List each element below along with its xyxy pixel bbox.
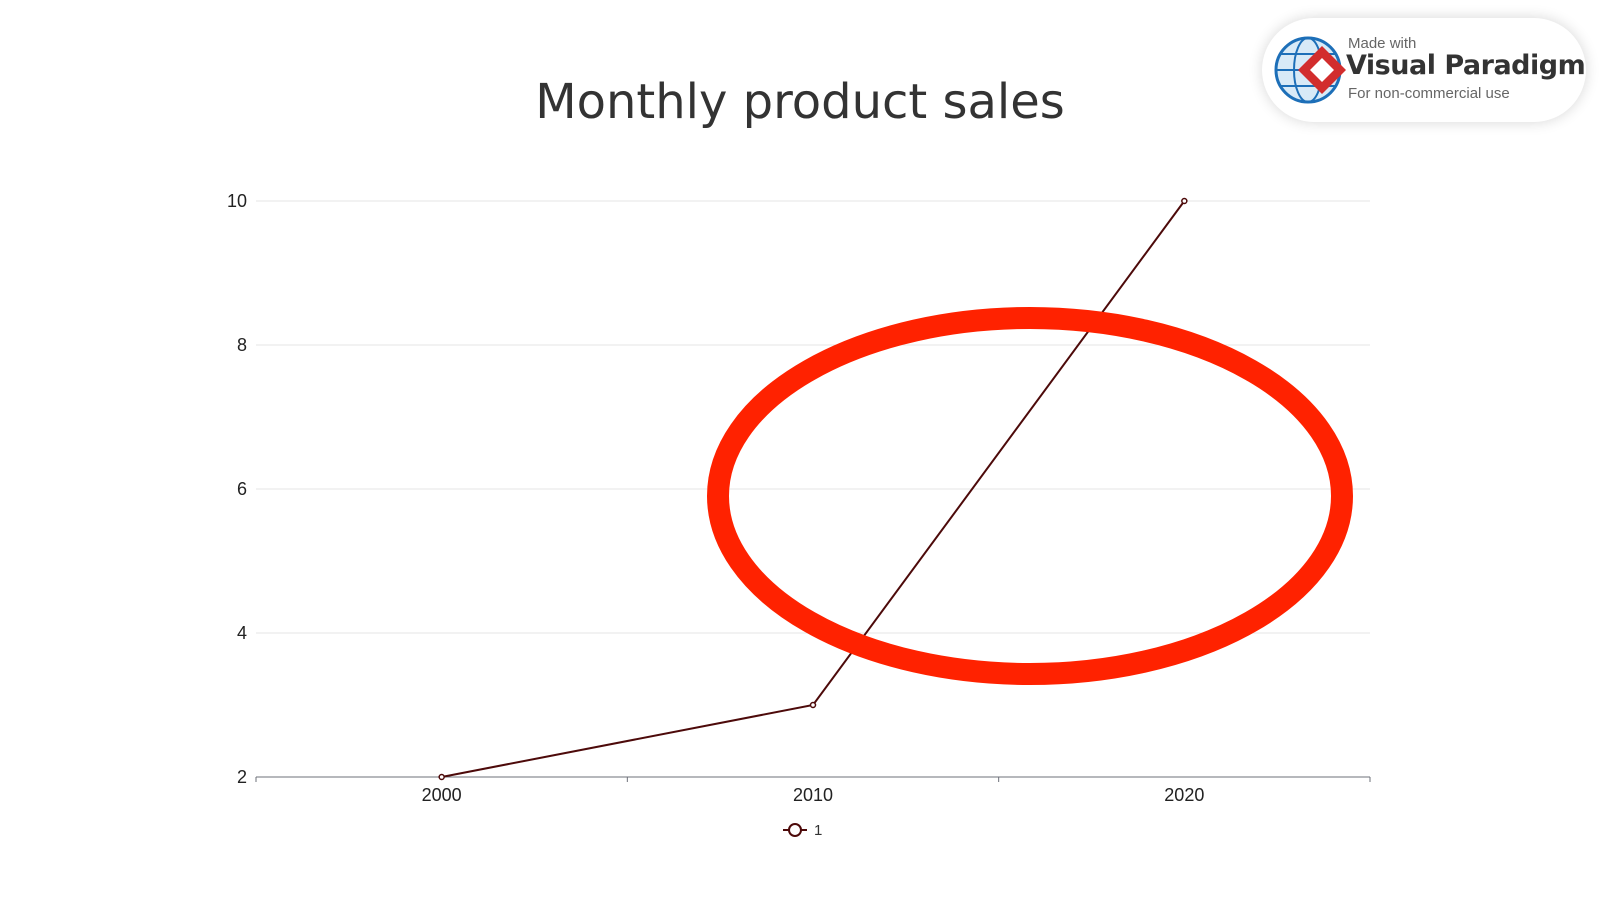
x-tick-label: 2000 bbox=[422, 785, 462, 805]
x-axis-tick-labels: 2000 2010 2020 bbox=[422, 785, 1205, 805]
y-tick-label: 10 bbox=[227, 191, 247, 211]
legend-label: 1 bbox=[814, 822, 822, 839]
badge-note-text: For non-commercial use bbox=[1348, 85, 1510, 102]
series-layer bbox=[438, 197, 1188, 781]
visual-paradigm-logo-icon bbox=[1274, 36, 1346, 104]
y-tick-label: 4 bbox=[237, 623, 247, 643]
legend: 1 bbox=[783, 822, 822, 839]
legend-marker-icon bbox=[788, 823, 802, 837]
y-axis-tick-labels: 2 4 6 8 10 bbox=[227, 191, 247, 787]
x-tick-label: 2020 bbox=[1164, 785, 1204, 805]
annotation-ellipse bbox=[707, 307, 1353, 685]
y-tick-label: 2 bbox=[237, 767, 247, 787]
x-axis bbox=[255, 776, 1371, 782]
y-tick-label: 6 bbox=[237, 479, 247, 499]
y-tick-label: 8 bbox=[237, 335, 247, 355]
data-point bbox=[1181, 197, 1188, 205]
badge-brand-text: Visual Paradigm bbox=[1346, 50, 1586, 81]
data-point bbox=[438, 773, 445, 781]
chart-title: Monthly product sales bbox=[535, 74, 1065, 130]
grid-lines bbox=[256, 200, 1370, 634]
badge-made-with-text: Made with bbox=[1348, 35, 1417, 52]
data-point bbox=[809, 701, 817, 709]
made-with-badge: Made with Visual Paradigm For non-commer… bbox=[1262, 18, 1586, 122]
x-tick-label: 2010 bbox=[793, 785, 833, 805]
